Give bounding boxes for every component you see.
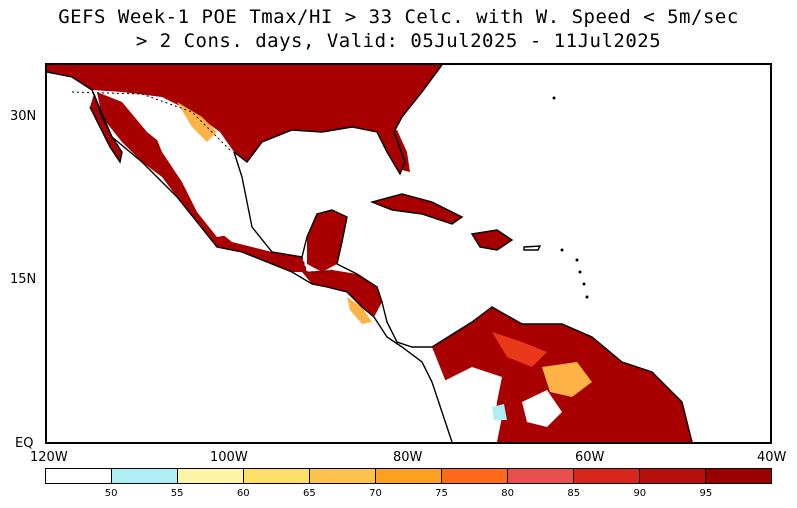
legend-label: 75 [435,488,448,499]
map-canvas [47,65,693,442]
central-america-heat-region [302,270,382,317]
legend-label: 55 [170,488,184,499]
legend-swatch [310,469,376,483]
usa-heat-region [47,65,442,174]
yucatan-heat-region [307,210,347,272]
hispaniola-heat-region [472,230,512,250]
south-america-mid [492,332,547,367]
legend-swatch [508,469,574,483]
x-tick-100w: 100W [210,450,248,465]
x-tick-60w: 60W [575,450,605,465]
x-tick-120w: 120W [30,450,68,465]
legend-swatch [442,469,508,483]
small-islands [552,96,589,299]
legend-label: 90 [633,488,647,499]
legend-swatch [376,469,442,483]
legend-label: 60 [236,488,250,499]
y-tick-eq: EQ [15,436,34,451]
mexico-interior-white [152,107,252,237]
legend-label: 50 [104,488,118,499]
mexico-west-heat-region [97,92,307,272]
florida-heat-region [382,130,410,172]
legend-swatch [706,469,771,483]
coastlines [47,65,693,442]
map-panel [45,63,772,444]
legend-label: 65 [302,488,316,499]
map-title-line-2: > 2 Cons. days, Valid: 05Jul2025 - 11Jul… [135,30,662,52]
legend-label: 85 [567,488,581,499]
south-america-white-1 [442,367,502,442]
y-tick-30n: 30N [10,109,37,124]
y-tick-15n: 15N [10,272,37,287]
map-title-line-1: GEFS Week-1 POE Tmax/HI > 33 Celc. with … [58,6,739,28]
x-tick-80w: 80W [393,450,423,465]
cuba-heat-region [372,194,462,224]
x-tick-40w: 40W [757,450,787,465]
legend-label: 70 [369,488,382,499]
legend-swatch [112,469,178,483]
south-america-white-2 [522,390,562,427]
south-america-low [542,362,592,397]
baja-heat-region [90,94,122,162]
legend-label: 95 [699,488,713,499]
political-boundaries [71,91,333,273]
legend-swatch [574,469,640,483]
south-america-cyan-patch [492,404,507,420]
legend-swatch [640,469,706,483]
legend-label: 80 [501,488,514,499]
central-america-low [347,297,372,324]
mexico-interior-low [177,102,217,142]
legend-swatch [178,469,244,483]
legend-swatch [244,469,310,483]
probability-color-legend [45,468,772,484]
legend-swatch [46,469,112,483]
